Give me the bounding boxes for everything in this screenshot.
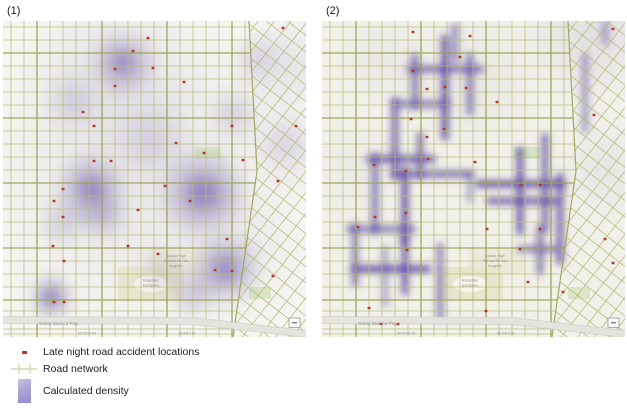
svg-text:Santa Monica Fwy: Santa Monica Fwy [358, 321, 398, 327]
svg-text:Cemetery: Cemetery [462, 284, 479, 288]
svg-text:Loyola High: Loyola High [166, 254, 186, 258]
map-kernel-density[interactable]: Santa Monica Fwy W 22nd St W 23rd St Loyola… [3, 21, 306, 337]
accident-marker-icon [21, 350, 27, 354]
svg-text:Rosedale: Rosedale [143, 279, 159, 283]
svg-text:Cemetery: Cemetery [143, 284, 160, 288]
accident-points-layer [51, 26, 298, 304]
svg-text:School Of Los: School Of Los [483, 259, 507, 263]
panel-2: (2) Santa Monica Fwy W 22nd St W 23rd St Lo… [322, 3, 625, 337]
accident-points-layer [356, 27, 615, 326]
svg-text:W 22nd St: W 22nd St [78, 332, 97, 336]
legend: Late night road accident locations Road … [6, 344, 627, 404]
svg-text:W 23rd St: W 23rd St [179, 332, 197, 336]
svg-text:W 23rd St: W 23rd St [498, 332, 516, 336]
overview-toggle-button[interactable] [288, 317, 301, 328]
svg-text:Loyola High: Loyola High [485, 254, 505, 258]
svg-text:School Of Los: School Of Los [164, 259, 188, 263]
legend-label-accidents: Late night road accident locations [43, 346, 200, 358]
svg-text:Santa Monica Fwy: Santa Monica Fwy [39, 321, 79, 327]
map-panels: (1) Santa Monica Fwy W 22nd St W 23rd St Lo… [3, 3, 625, 337]
density-swatch-icon [17, 379, 31, 403]
road-network-icon [11, 364, 37, 374]
panel-2-label: (2) [326, 5, 340, 17]
overview-toggle-button[interactable] [607, 317, 620, 328]
svg-text:Angeles: Angeles [488, 264, 502, 268]
legend-item-accidents: Late night road accident locations [6, 344, 627, 360]
map-network-density[interactable]: Santa Monica Fwy W 22nd St W 23rd St Loyola… [322, 21, 625, 337]
legend-label-roads: Road network [43, 363, 108, 375]
panel-1: (1) Santa Monica Fwy W 22nd St W 23rd St Lo… [3, 3, 306, 337]
svg-text:W 22nd St: W 22nd St [397, 332, 416, 336]
legend-label-density: Calculated density [43, 385, 129, 397]
panel-1-label: (1) [7, 5, 21, 17]
legend-item-density: Calculated density [6, 378, 627, 404]
svg-text:Angeles: Angeles [169, 264, 183, 268]
svg-text:Rosedale: Rosedale [462, 279, 478, 283]
legend-item-roads: Road network [6, 361, 627, 377]
